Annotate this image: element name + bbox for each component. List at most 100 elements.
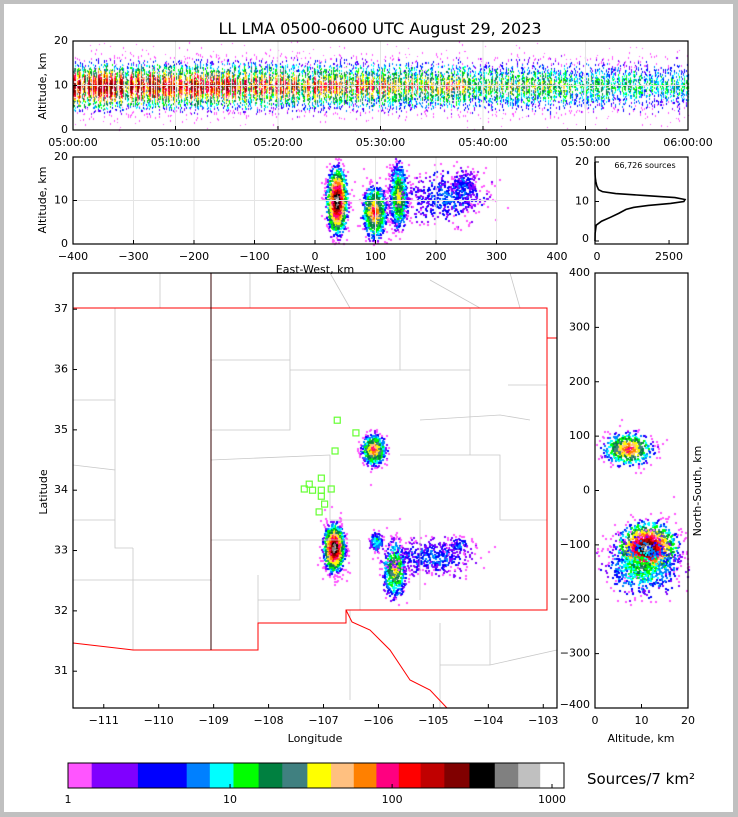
colorbar-segment (331, 763, 355, 788)
colorbar-segment (420, 763, 445, 788)
lma-station-marker (333, 416, 341, 424)
chart-title: LL LMA 0500-0600 UTC August 29, 2023 (218, 19, 541, 38)
colorbar-label: Sources/7 km² (587, 770, 695, 788)
east-west-panel: −400 −300 −200 −100 0 100 200 300 400 0 10 20 East-W… (36, 150, 568, 276)
y-tick-label: 10 (54, 79, 68, 92)
plot-frame (594, 156, 689, 245)
y-tick-label: 34 (54, 483, 68, 496)
colorbar-segment (540, 763, 565, 788)
plot-frame (594, 272, 689, 709)
x-tick-label: −110 (144, 714, 174, 727)
x-tick-label: −103 (528, 714, 558, 727)
county-boundary (429, 279, 481, 309)
y-tick-label: 36 (54, 363, 68, 376)
colorbar-segment (209, 763, 234, 788)
colorbar-frame (67, 762, 565, 789)
y-tick-label: 400 (569, 266, 590, 279)
colorbar-segment (518, 763, 541, 788)
colorbar-segment (137, 763, 188, 788)
lma-station-marker (321, 500, 329, 508)
x-tick-label: −400 (58, 250, 88, 263)
x-tick-label: 0 (592, 714, 599, 727)
county-boundary (509, 272, 521, 309)
colorbar-segment (91, 763, 139, 788)
county-boundary (329, 455, 400, 521)
north-south-panel: 0 10 20 −400 −300 −200 −100 0 100 200 300 400 Altitu… (560, 266, 704, 745)
colorbar-tick-label: 1000 (538, 793, 566, 806)
colorbar-segment (444, 763, 470, 788)
x-tick-label: 300 (486, 250, 507, 263)
new-mexico-border (73, 273, 548, 651)
y-tick-label: 10 (54, 194, 68, 207)
source-count-label: 66,726 sources (614, 161, 675, 170)
x-axis-label: East-West, km (276, 263, 354, 276)
county-boundary (440, 649, 558, 666)
county-boundary (72, 464, 133, 549)
colorbar-segment (398, 763, 422, 788)
y-tick-label: 200 (569, 375, 590, 388)
x-tick-label: 06:00:00 (663, 136, 712, 149)
x-axis-label: Altitude, km (607, 732, 674, 745)
colorbar-tick-label: 100 (382, 793, 403, 806)
county-boundary (329, 272, 351, 309)
x-tick-label: 400 (547, 250, 568, 263)
y-axis-label: Altitude, km (36, 166, 49, 233)
county-boundary (211, 370, 291, 431)
y-tick-label: 31 (54, 664, 68, 677)
plot-frame (72, 272, 558, 709)
county-boundary (289, 310, 401, 371)
county-boundary (419, 414, 531, 421)
lma-station-marker (352, 429, 360, 437)
y-axis-label: Altitude, km (36, 52, 49, 119)
colorbar-segment (258, 763, 283, 788)
plot-frame (72, 40, 689, 131)
x-tick-label: −107 (308, 714, 338, 727)
lma-station-marker (327, 485, 335, 493)
county-boundary (400, 308, 471, 371)
colorbar-segment (307, 763, 332, 788)
x-tick-label: 05:50:00 (561, 136, 610, 149)
x-tick-label: 05:20:00 (253, 136, 302, 149)
county-boundary (211, 539, 301, 601)
colorbar-segment (353, 763, 377, 788)
colorbar-segment (68, 763, 93, 788)
lma-station-marker (317, 486, 325, 494)
y-tick-label: −200 (560, 592, 590, 605)
histogram-panel: 66,726 sources 0 2500 0 10 20 (575, 155, 689, 263)
lma-station-marker (317, 474, 325, 482)
y-axis-label: North-South, km (691, 446, 704, 537)
x-tick-label: −108 (253, 714, 283, 727)
y-tick-label: 10 (575, 195, 589, 208)
colorbar-segment (376, 763, 400, 788)
y-tick-label: 100 (569, 429, 590, 442)
x-tick-label: 2500 (655, 250, 683, 263)
colorbar-segment (233, 763, 260, 788)
colorbar: Sources/7 km² 1 10 100 1000 (65, 762, 695, 806)
plot-frame (72, 156, 558, 245)
lma-station-marker (308, 486, 317, 494)
lma-station-marker (300, 485, 308, 493)
rio-grande-border (345, 609, 448, 709)
y-tick-label: 20 (54, 34, 68, 47)
mexico-border (72, 642, 211, 651)
colorbar-segment (186, 763, 211, 788)
y-tick-label: 35 (54, 423, 68, 436)
map-panel: −111 −110 −109 −108 −107 −106 −105 −104 −103 31 32… (37, 272, 558, 745)
altitude-histogram-line (594, 161, 687, 242)
colorbar-tick-label: 1 (65, 793, 72, 806)
colorbar-segment (494, 763, 519, 788)
y-tick-label: 0 (61, 237, 68, 250)
lma-station-marker (331, 447, 339, 455)
y-tick-label: 0 (583, 484, 590, 497)
y-tick-label: 37 (54, 302, 68, 315)
y-tick-label: 300 (569, 320, 590, 333)
y-tick-label: 0 (582, 232, 589, 245)
x-tick-label: 20 (681, 714, 695, 727)
y-tick-label: 0 (61, 123, 68, 136)
x-tick-label: −300 (118, 250, 148, 263)
x-tick-label: −104 (473, 714, 503, 727)
x-tick-label: −111 (89, 714, 119, 727)
colorbar-segment (282, 763, 308, 788)
